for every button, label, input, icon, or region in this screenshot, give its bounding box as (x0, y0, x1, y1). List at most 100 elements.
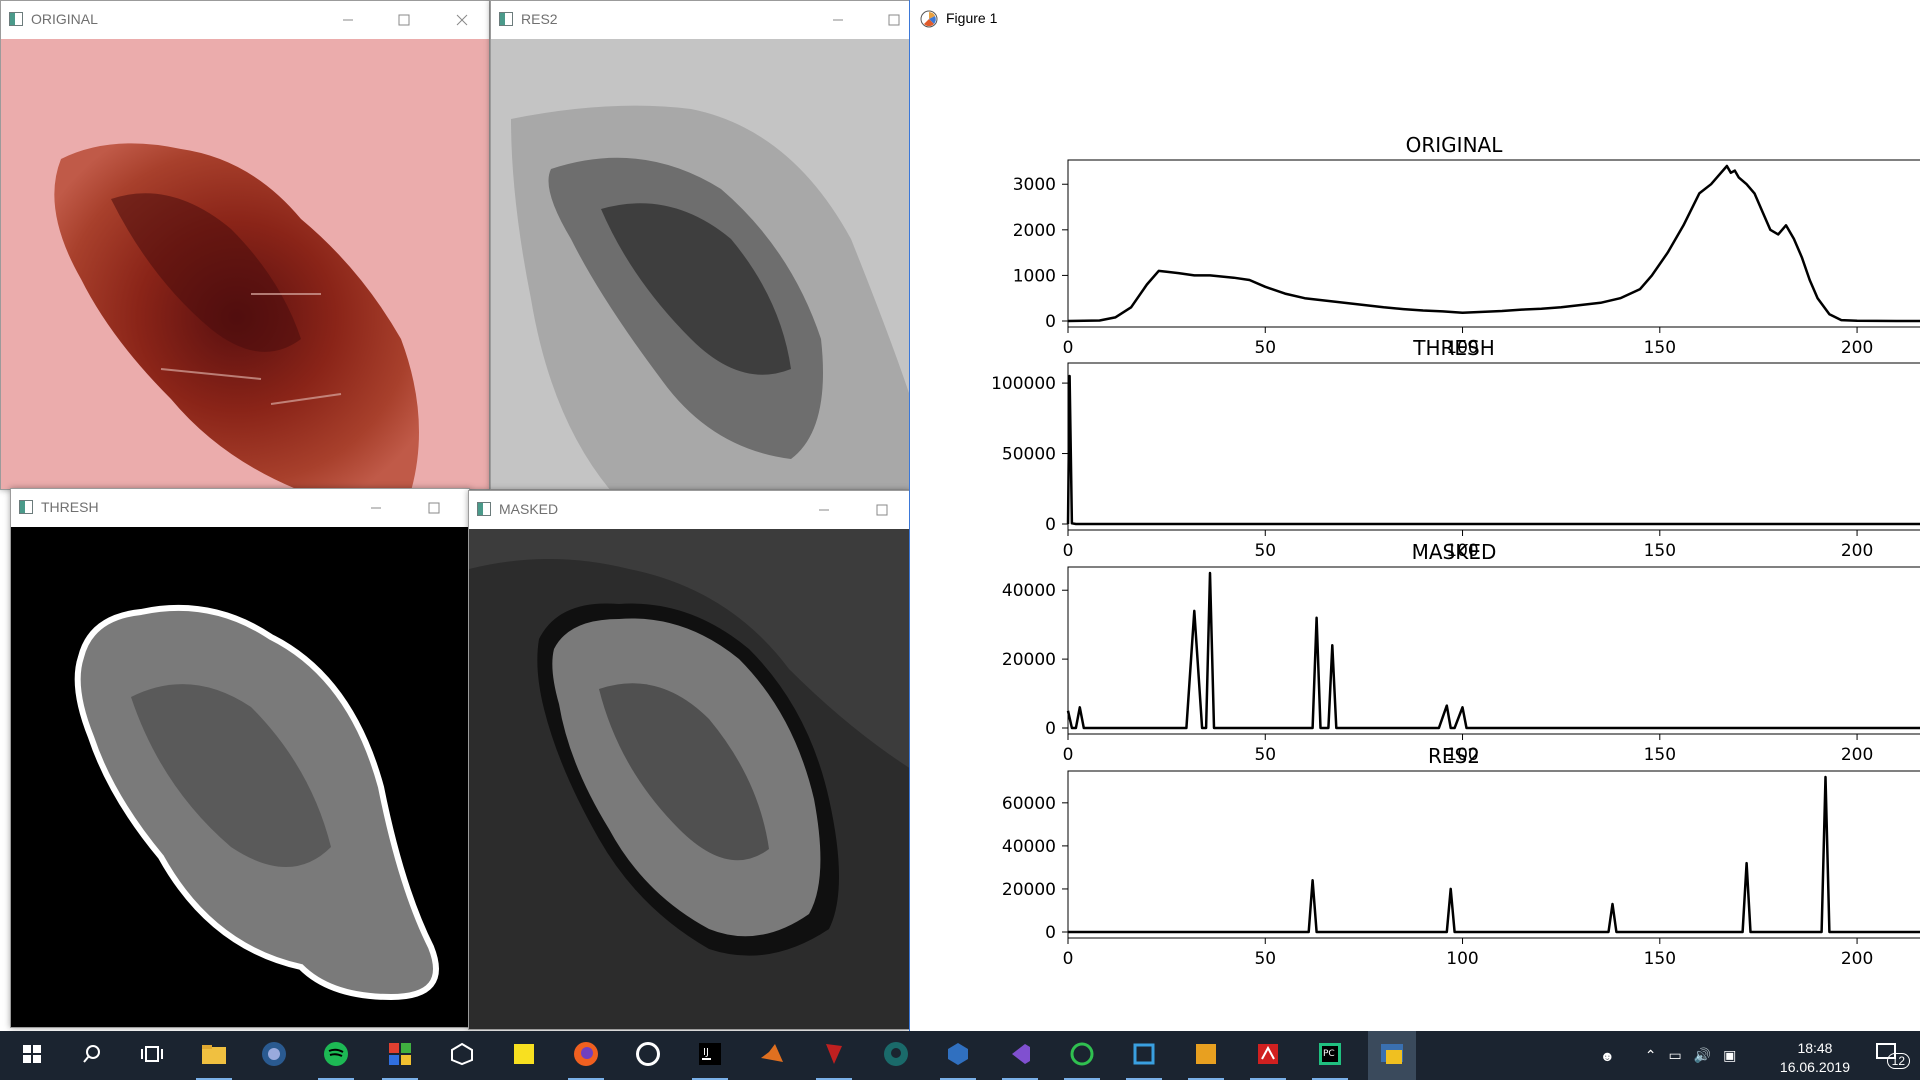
maximize-button[interactable] (865, 1, 909, 39)
y-tick-label: 3000 (1013, 175, 1056, 195)
python-icon (1379, 1042, 1405, 1070)
matplotlib-figure-window[interactable]: Figure 1 ORIGINAL 0 50 100 150 200 0 1000 2000 30… (909, 0, 1920, 1031)
search-taskbar-button[interactable] (68, 1031, 116, 1080)
visual-studio-taskbar-button[interactable] (996, 1031, 1044, 1080)
minimize-button[interactable] (809, 1, 867, 39)
y-tick-label: 2000 (1013, 221, 1056, 241)
jedi-app-taskbar-button[interactable] (810, 1031, 858, 1080)
x-tick-label: 100 (1446, 949, 1478, 969)
x-tick-label: 0 (1063, 745, 1074, 765)
firefox-icon (573, 1041, 599, 1071)
refresh-app-icon (1069, 1041, 1095, 1071)
people-icon[interactable]: ☻ (1600, 1047, 1615, 1064)
subplot-thresh: THRESH 0 50 100 150 200 0 50000 100000 (991, 336, 1920, 561)
system-tray: ☻ ⌃ ▭ 🔊 ▣ (1600, 1031, 1736, 1080)
opencv-window-icon (9, 12, 23, 26)
volume-icon[interactable]: 🔊 (1693, 1047, 1712, 1063)
axes-frame (1067, 362, 1920, 531)
acrobat-icon (1256, 1042, 1280, 1070)
intellij-taskbar-button[interactable]: IJ (686, 1031, 734, 1080)
gitkraken-taskbar-button[interactable] (872, 1031, 920, 1080)
x-tick-label: 150 (1644, 541, 1676, 561)
x-tick-label: 150 (1644, 949, 1676, 969)
thresh-window-title: THRESH (41, 499, 99, 515)
python-taskbar-button[interactable] (1368, 1031, 1416, 1080)
action-center-button[interactable]: 12 (1876, 1043, 1910, 1069)
matlab-taskbar-button[interactable] (748, 1031, 796, 1080)
taskbar-clock[interactable]: 18:48 16.06.2019 (1780, 1039, 1850, 1077)
acrobat-taskbar-button[interactable] (1244, 1031, 1292, 1080)
res2-image-window[interactable]: RES2 (490, 0, 910, 490)
notification-icon (1876, 1043, 1896, 1059)
task-view-taskbar-button[interactable] (128, 1031, 176, 1080)
maximize-button[interactable] (405, 489, 463, 527)
opencv-window-icon (19, 500, 33, 514)
sticky-notes-icon (512, 1042, 536, 1070)
firefox-taskbar-button[interactable] (562, 1031, 610, 1080)
spotify-icon (323, 1041, 349, 1071)
masked-window-titlebar[interactable]: MASKED (469, 491, 909, 529)
y-tick-label: 20000 (1002, 650, 1056, 670)
figure-window-title: Figure 1 (946, 10, 998, 26)
figure-window-titlebar[interactable]: Figure 1 (910, 0, 1920, 38)
subplot-title: ORIGINAL (1406, 133, 1504, 157)
xampp-taskbar-button[interactable] (1182, 1031, 1230, 1080)
original-image-window[interactable]: ORIGINAL (0, 0, 490, 490)
thresh-image-window[interactable]: THRESH (10, 488, 470, 1028)
unreal-engine-taskbar-button[interactable] (624, 1031, 672, 1080)
unity-taskbar-button[interactable] (438, 1031, 486, 1080)
thresh-window-titlebar[interactable]: THRESH (11, 489, 469, 527)
masked-window-title: MASKED (499, 501, 559, 517)
x-tick-label: 200 (1841, 949, 1873, 969)
histogram-line (1067, 164, 1920, 323)
original-window-titlebar[interactable]: ORIGINAL (1, 1, 489, 39)
maximize-button[interactable] (375, 1, 433, 39)
opencv-window-icon (477, 502, 491, 516)
tiles-app-taskbar-button[interactable] (376, 1031, 424, 1080)
y-tick-label: 0 (1045, 923, 1056, 943)
visual-studio-icon (1008, 1042, 1032, 1070)
masked-image-window[interactable]: MASKED (468, 490, 910, 1030)
virtualbox-taskbar-button[interactable] (934, 1031, 982, 1080)
azure-ds-taskbar-button[interactable] (1120, 1031, 1168, 1080)
close-button[interactable] (433, 1, 489, 39)
refresh-app-taskbar-button[interactable] (1058, 1031, 1106, 1080)
headset-app-taskbar-button[interactable] (250, 1031, 298, 1080)
axes-frame (1067, 770, 1920, 939)
sticky-notes-taskbar-button[interactable] (500, 1031, 548, 1080)
x-tick-label: 50 (1254, 745, 1276, 765)
matplotlib-icon (920, 10, 938, 28)
minimize-button[interactable] (795, 491, 853, 529)
y-tick-label: 40000 (1002, 581, 1056, 601)
original-lesion-image (1, 39, 489, 489)
y-tick-label: 50000 (1002, 445, 1056, 465)
x-tick-label: 100 (1446, 541, 1478, 561)
histogram-line (1068, 775, 1920, 934)
maximize-button[interactable] (853, 491, 909, 529)
unreal-engine-icon (635, 1041, 661, 1071)
res2-window-titlebar[interactable]: RES2 (491, 1, 909, 39)
chevron-up-icon[interactable]: ⌃ (1644, 1047, 1657, 1063)
spotify-taskbar-button[interactable] (312, 1031, 360, 1080)
file-explorer-taskbar-button[interactable] (190, 1031, 238, 1080)
battery-icon[interactable]: ▭ (1668, 1047, 1682, 1063)
x-tick-label: 50 (1254, 949, 1276, 969)
masked-lesion-image (469, 529, 909, 1029)
windows-start-taskbar-button[interactable] (8, 1031, 56, 1080)
pycharm-icon: PC (1318, 1042, 1342, 1070)
x-tick-label: 200 (1841, 541, 1873, 561)
axes-frame (1067, 159, 1920, 328)
jedi-app-icon (822, 1042, 846, 1070)
y-tick-label: 20000 (1002, 880, 1056, 900)
minimize-button[interactable] (347, 489, 405, 527)
pycharm-taskbar-button[interactable]: PC (1306, 1031, 1354, 1080)
intellij-icon: IJ (698, 1042, 722, 1070)
clock-time: 18:48 (1797, 1040, 1833, 1056)
x-tick-label: 50 (1254, 541, 1276, 561)
svg-text:IJ: IJ (703, 1047, 709, 1058)
file-explorer-icon (201, 1043, 227, 1069)
y-tick-label: 100000 (991, 374, 1056, 394)
network-icon[interactable]: ▣ (1723, 1047, 1737, 1063)
minimize-button[interactable] (319, 1, 377, 39)
matlab-icon (759, 1042, 785, 1070)
